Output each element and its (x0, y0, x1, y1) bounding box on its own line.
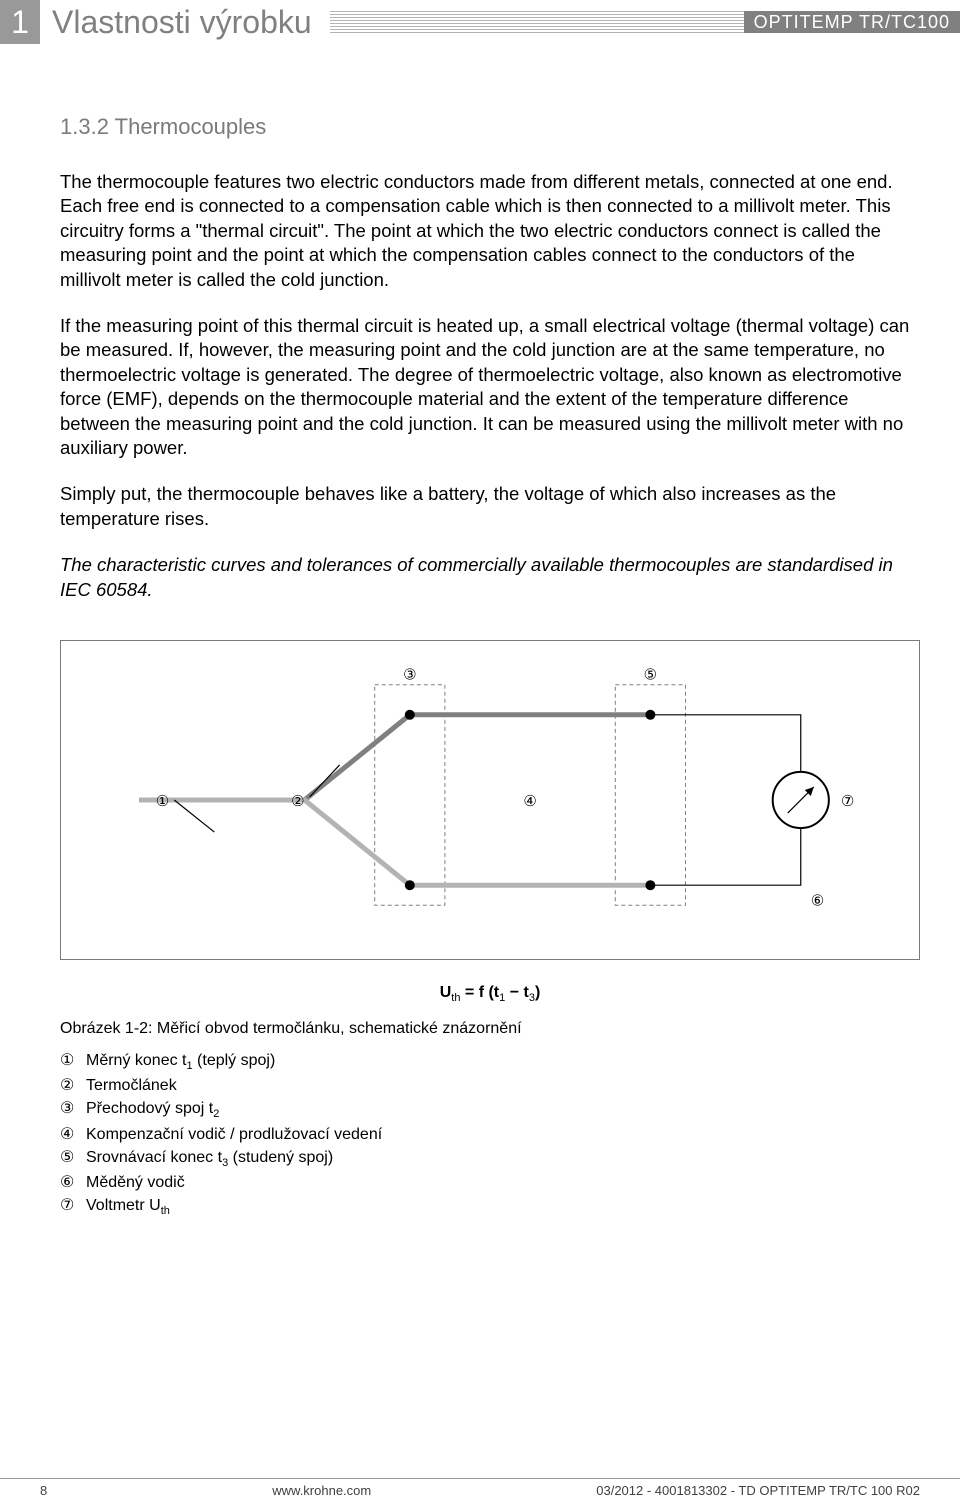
thermocouple-diagram: ① ② ③ ④ ⑤ ⑥ ⑦ (60, 640, 920, 960)
legend-marker: ⑥ (60, 1172, 86, 1192)
section-heading: 1.3.2 Thermocouples (60, 114, 920, 140)
legend-marker: ① (60, 1050, 86, 1070)
legend-item: ①Měrný konec t1 (teplý spoj) (60, 1050, 920, 1072)
legend-marker: ② (60, 1075, 86, 1095)
paragraph-4: The characteristic curves and tolerances… (60, 553, 920, 602)
legend-item: ⑤Srovnávací konec t3 (studený spoj) (60, 1147, 920, 1169)
legend-item: ③Přechodový spoj t2 (60, 1098, 920, 1120)
marker-6: ⑥ (811, 892, 824, 909)
legend-item: ④Kompenzační vodič / prodlužovací vedení (60, 1124, 920, 1144)
legend-text: Měrný konec t1 (teplý spoj) (86, 1052, 275, 1072)
footer-url: www.krohne.com (272, 1483, 371, 1498)
legend-text: Kompenzační vodič / prodlužovací vedení (86, 1126, 382, 1144)
legend-item: ⑦Voltmetr Uth (60, 1195, 920, 1217)
marker-2: ② (291, 793, 304, 810)
paragraph-3: Simply put, the thermocouple behaves lik… (60, 482, 920, 531)
product-label: OPTITEMP TR/TC100 (744, 11, 960, 33)
marker-3: ③ (403, 667, 416, 684)
figure-caption: Obrázek 1-2: Měřicí obvod termočlánku, s… (60, 1020, 920, 1038)
eq-mid2: − t (505, 984, 529, 1001)
legend-marker: ④ (60, 1124, 86, 1144)
page-content: 1.3.2 Thermocouples The thermocouple fea… (0, 44, 960, 1217)
legend-text: Měděný vodič (86, 1174, 185, 1192)
eq-suffix: ) (535, 984, 540, 1001)
marker-1: ① (156, 793, 169, 810)
legend-item: ⑥Měděný vodič (60, 1172, 920, 1192)
page-number: 8 (40, 1483, 47, 1498)
figure-legend: ①Měrný konec t1 (teplý spoj)②Termočlánek… (60, 1050, 920, 1217)
legend-text: Termočlánek (86, 1077, 177, 1095)
paragraph-2: If the measuring point of this thermal c… (60, 314, 920, 460)
footer-doc: 03/2012 - 4001813302 - TD OPTITEMP TR/TC… (596, 1483, 920, 1498)
eq-mid: = f (t (460, 984, 499, 1001)
page-header: 1 Vlastnosti výrobku OPTITEMP TR/TC100 (0, 0, 960, 44)
paragraph-1: The thermocouple features two electric c… (60, 170, 920, 292)
legend-marker: ⑤ (60, 1147, 86, 1167)
legend-text: Voltmetr Uth (86, 1197, 170, 1217)
legend-marker: ③ (60, 1098, 86, 1118)
chapter-number-box: 1 (0, 0, 40, 44)
eq-u: U (440, 984, 452, 1001)
legend-marker: ⑦ (60, 1195, 86, 1215)
page-footer: 8 www.krohne.com 03/2012 - 4001813302 - … (0, 1478, 960, 1498)
legend-text: Přechodový spoj t2 (86, 1100, 219, 1120)
legend-item: ②Termočlánek (60, 1075, 920, 1095)
marker-4: ④ (523, 793, 536, 810)
equation: Uth = f (t1 − t3) (60, 984, 920, 1004)
marker-7: ⑦ (841, 793, 854, 810)
header-stripe: OPTITEMP TR/TC100 (330, 11, 960, 33)
legend-text: Srovnávací konec t3 (studený spoj) (86, 1149, 333, 1169)
chapter-title: Vlastnosti výrobku (52, 4, 312, 41)
marker-5: ⑤ (644, 667, 657, 684)
